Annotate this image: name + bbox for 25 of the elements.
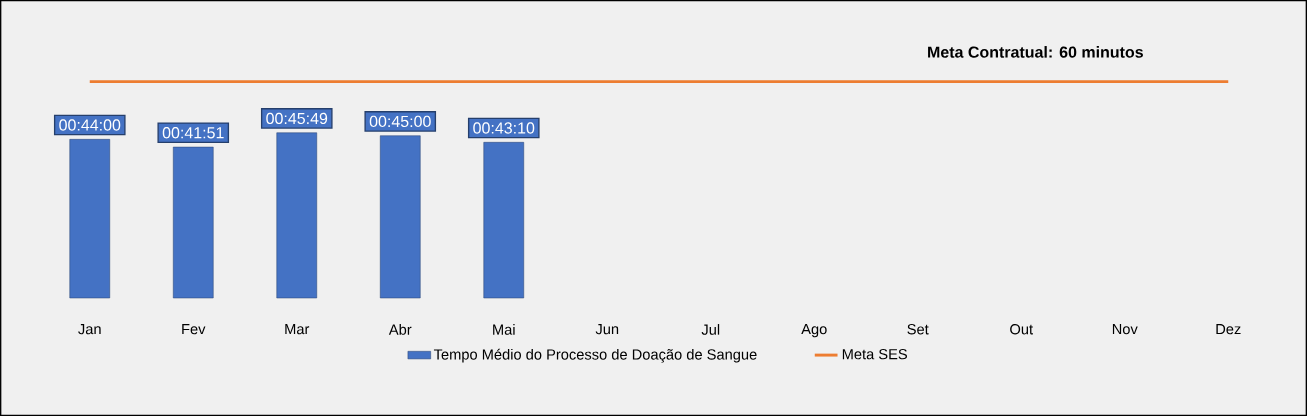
bar	[69, 139, 111, 299]
bar	[172, 146, 214, 299]
legend-label: Tempo Médio do Processo de Doação de Sangue	[433, 348, 757, 363]
x-tick-label: Jan	[78, 324, 101, 335]
x-tick-label: Mar	[285, 324, 310, 335]
legend-label: Meta SES	[842, 349, 907, 360]
bar	[379, 135, 421, 299]
x-tick-label: Dez	[1216, 324, 1241, 335]
data-label: 00:44:00	[59, 119, 121, 131]
bar	[483, 142, 525, 299]
x-tick-label: Jul	[701, 324, 720, 335]
x-tick-label: Out	[1010, 324, 1033, 335]
x-tick-label: Fev	[182, 324, 206, 335]
x-tick-label: Abr	[388, 324, 412, 335]
data-label: 00:45:00	[369, 115, 431, 128]
data-label: 00:41:51	[162, 127, 224, 139]
x-tick-label: Set	[907, 324, 929, 335]
x-tick-label: Nov	[1112, 324, 1138, 335]
x-tick-label: Jun	[595, 324, 619, 335]
bar	[276, 132, 318, 299]
text: Meta Contratual: 60 minutos	[928, 46, 1143, 58]
data-label: 00:45:49	[266, 112, 328, 125]
data-label: 00:43:10	[473, 122, 535, 134]
x-tick-label: Ago	[801, 324, 827, 338]
x-tick-label: Mai	[493, 324, 515, 335]
